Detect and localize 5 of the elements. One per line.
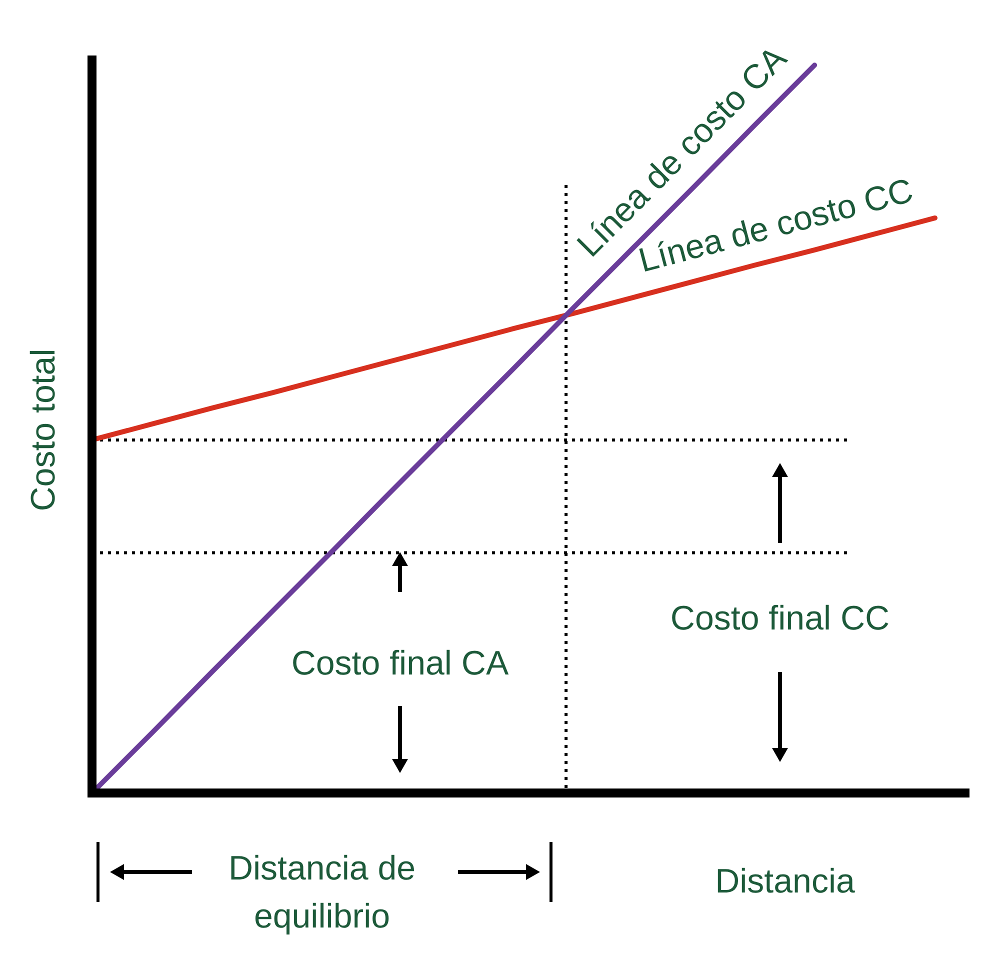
annotation: Costo final CC: [670, 599, 890, 638]
x-axis-title: Distancia: [715, 862, 856, 900]
annotation: Costo final CA: [291, 644, 509, 682]
y-axis-title: Costo total: [24, 348, 62, 512]
text: Distancia de equilibrio: [228, 849, 416, 936]
